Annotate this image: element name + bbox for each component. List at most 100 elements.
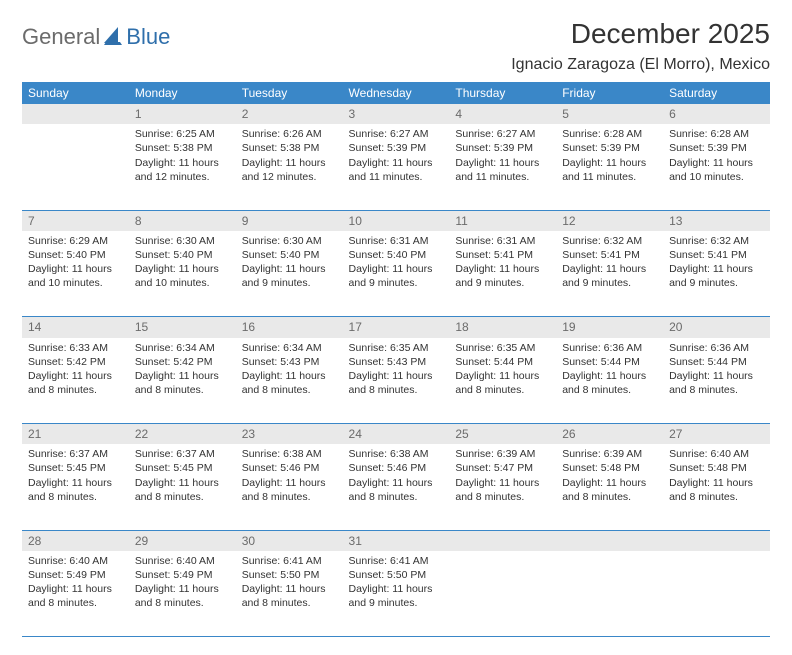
logo-text-general: General — [22, 24, 100, 50]
day-cell: Sunrise: 6:36 AMSunset: 5:44 PMDaylight:… — [556, 338, 663, 424]
day-cell: Sunrise: 6:31 AMSunset: 5:40 PMDaylight:… — [343, 231, 450, 317]
logo-text-blue: Blue — [126, 24, 170, 50]
day-number: 9 — [236, 210, 343, 231]
day-detail-line: Daylight: 11 hours and 8 minutes. — [562, 476, 657, 504]
day-detail-line: Sunset: 5:46 PM — [349, 461, 444, 475]
day-number: 29 — [129, 530, 236, 551]
day-detail-line: Daylight: 11 hours and 9 minutes. — [455, 262, 550, 290]
day-detail-line: Daylight: 11 hours and 9 minutes. — [242, 262, 337, 290]
day-number: 3 — [343, 104, 450, 124]
day-cell: Sunrise: 6:40 AMSunset: 5:49 PMDaylight:… — [22, 551, 129, 637]
day-cell: Sunrise: 6:28 AMSunset: 5:39 PMDaylight:… — [556, 124, 663, 210]
day-number — [22, 104, 129, 124]
day-cell: Sunrise: 6:35 AMSunset: 5:44 PMDaylight:… — [449, 338, 556, 424]
title-block: December 2025 Ignacio Zaragoza (El Morro… — [511, 18, 770, 74]
day-header: Saturday — [663, 82, 770, 104]
day-detail-line: Sunrise: 6:30 AM — [242, 234, 337, 248]
day-detail-line: Daylight: 11 hours and 11 minutes. — [562, 156, 657, 184]
day-number-row: 14151617181920 — [22, 317, 770, 338]
day-cell: Sunrise: 6:30 AMSunset: 5:40 PMDaylight:… — [129, 231, 236, 317]
day-number: 5 — [556, 104, 663, 124]
day-cell: Sunrise: 6:40 AMSunset: 5:48 PMDaylight:… — [663, 444, 770, 530]
day-cell: Sunrise: 6:29 AMSunset: 5:40 PMDaylight:… — [22, 231, 129, 317]
day-detail-line: Sunset: 5:40 PM — [135, 248, 230, 262]
day-detail-line: Sunrise: 6:35 AM — [455, 341, 550, 355]
day-detail-line: Sunset: 5:42 PM — [28, 355, 123, 369]
day-detail-line: Daylight: 11 hours and 9 minutes. — [669, 262, 764, 290]
day-detail-line: Sunrise: 6:39 AM — [562, 447, 657, 461]
day-detail-line: Daylight: 11 hours and 8 minutes. — [28, 369, 123, 397]
day-detail-line: Sunrise: 6:32 AM — [562, 234, 657, 248]
day-number: 14 — [22, 317, 129, 338]
day-number: 25 — [449, 424, 556, 445]
day-header: Monday — [129, 82, 236, 104]
day-detail-line: Daylight: 11 hours and 8 minutes. — [562, 369, 657, 397]
day-number: 11 — [449, 210, 556, 231]
day-detail-line: Sunset: 5:40 PM — [242, 248, 337, 262]
day-number: 12 — [556, 210, 663, 231]
day-number: 30 — [236, 530, 343, 551]
day-detail-line: Sunrise: 6:27 AM — [349, 127, 444, 141]
day-cell — [449, 551, 556, 637]
day-detail-line: Sunset: 5:43 PM — [242, 355, 337, 369]
day-detail-line: Daylight: 11 hours and 8 minutes. — [242, 582, 337, 610]
day-cell: Sunrise: 6:37 AMSunset: 5:45 PMDaylight:… — [22, 444, 129, 530]
day-number: 24 — [343, 424, 450, 445]
day-detail-line: Sunset: 5:38 PM — [135, 141, 230, 155]
day-number: 28 — [22, 530, 129, 551]
day-detail-line: Sunrise: 6:37 AM — [135, 447, 230, 461]
day-number: 22 — [129, 424, 236, 445]
day-detail-line: Daylight: 11 hours and 8 minutes. — [455, 369, 550, 397]
day-detail-line: Sunrise: 6:38 AM — [349, 447, 444, 461]
day-header: Tuesday — [236, 82, 343, 104]
day-detail-line: Daylight: 11 hours and 9 minutes. — [349, 582, 444, 610]
day-number: 19 — [556, 317, 663, 338]
day-detail-line: Sunrise: 6:25 AM — [135, 127, 230, 141]
day-detail-line: Sunrise: 6:38 AM — [242, 447, 337, 461]
day-detail-line: Sunset: 5:39 PM — [455, 141, 550, 155]
day-detail-line: Sunset: 5:50 PM — [349, 568, 444, 582]
day-number-row: 123456 — [22, 104, 770, 124]
week-row: Sunrise: 6:37 AMSunset: 5:45 PMDaylight:… — [22, 444, 770, 530]
day-detail-line: Daylight: 11 hours and 8 minutes. — [669, 369, 764, 397]
day-number: 20 — [663, 317, 770, 338]
day-number: 4 — [449, 104, 556, 124]
week-row: Sunrise: 6:25 AMSunset: 5:38 PM Daylight:… — [22, 124, 770, 210]
day-cell: Sunrise: 6:36 AMSunset: 5:44 PMDaylight:… — [663, 338, 770, 424]
header: General Blue December 2025 Ignacio Zarag… — [22, 18, 770, 74]
day-detail-line: Sunset: 5:39 PM — [562, 141, 657, 155]
day-detail-line: Daylight: 11 hours and 8 minutes. — [28, 476, 123, 504]
day-cell — [556, 551, 663, 637]
day-detail-line: Sunset: 5:39 PM — [349, 141, 444, 155]
day-number: 31 — [343, 530, 450, 551]
day-detail-line: Daylight: 11 hours and 8 minutes. — [28, 582, 123, 610]
day-detail-line: Sunset: 5:39 PM — [669, 141, 764, 155]
day-detail-line: Sunrise: 6:30 AM — [135, 234, 230, 248]
day-detail-line: Sunrise: 6:36 AM — [669, 341, 764, 355]
day-detail-line: Daylight: 11 hours and 11 minutes. — [455, 156, 550, 184]
day-detail-line: Sunset: 5:46 PM — [242, 461, 337, 475]
day-cell: Sunrise: 6:39 AMSunset: 5:48 PMDaylight:… — [556, 444, 663, 530]
day-detail-line: Sunrise: 6:31 AM — [349, 234, 444, 248]
day-detail-line: Sunset: 5:44 PM — [455, 355, 550, 369]
day-detail-line: Daylight: 11 hours and 8 minutes. — [135, 582, 230, 610]
day-detail-line: Sunset: 5:42 PM — [135, 355, 230, 369]
day-number — [556, 530, 663, 551]
day-detail-line: Sunset: 5:47 PM — [455, 461, 550, 475]
day-cell: Sunrise: 6:27 AMSunset: 5:39 PMDaylight:… — [343, 124, 450, 210]
day-detail-line: Sunset: 5:49 PM — [135, 568, 230, 582]
day-header: Wednesday — [343, 82, 450, 104]
day-cell: Sunrise: 6:41 AMSunset: 5:50 PMDaylight:… — [236, 551, 343, 637]
day-detail-line: Daylight: 11 hours and 11 minutes. — [349, 156, 444, 184]
day-detail-line: Sunrise: 6:40 AM — [135, 554, 230, 568]
day-cell: Sunrise: 6:27 AMSunset: 5:39 PMDaylight:… — [449, 124, 556, 210]
day-cell: Sunrise: 6:28 AMSunset: 5:39 PMDaylight:… — [663, 124, 770, 210]
day-number: 18 — [449, 317, 556, 338]
week-row: Sunrise: 6:40 AMSunset: 5:49 PMDaylight:… — [22, 551, 770, 637]
day-number — [449, 530, 556, 551]
day-detail-line: Sunrise: 6:40 AM — [28, 554, 123, 568]
logo: General Blue — [22, 24, 170, 50]
month-title: December 2025 — [511, 18, 770, 50]
day-cell: Sunrise: 6:38 AMSunset: 5:46 PMDaylight:… — [343, 444, 450, 530]
day-number: 26 — [556, 424, 663, 445]
